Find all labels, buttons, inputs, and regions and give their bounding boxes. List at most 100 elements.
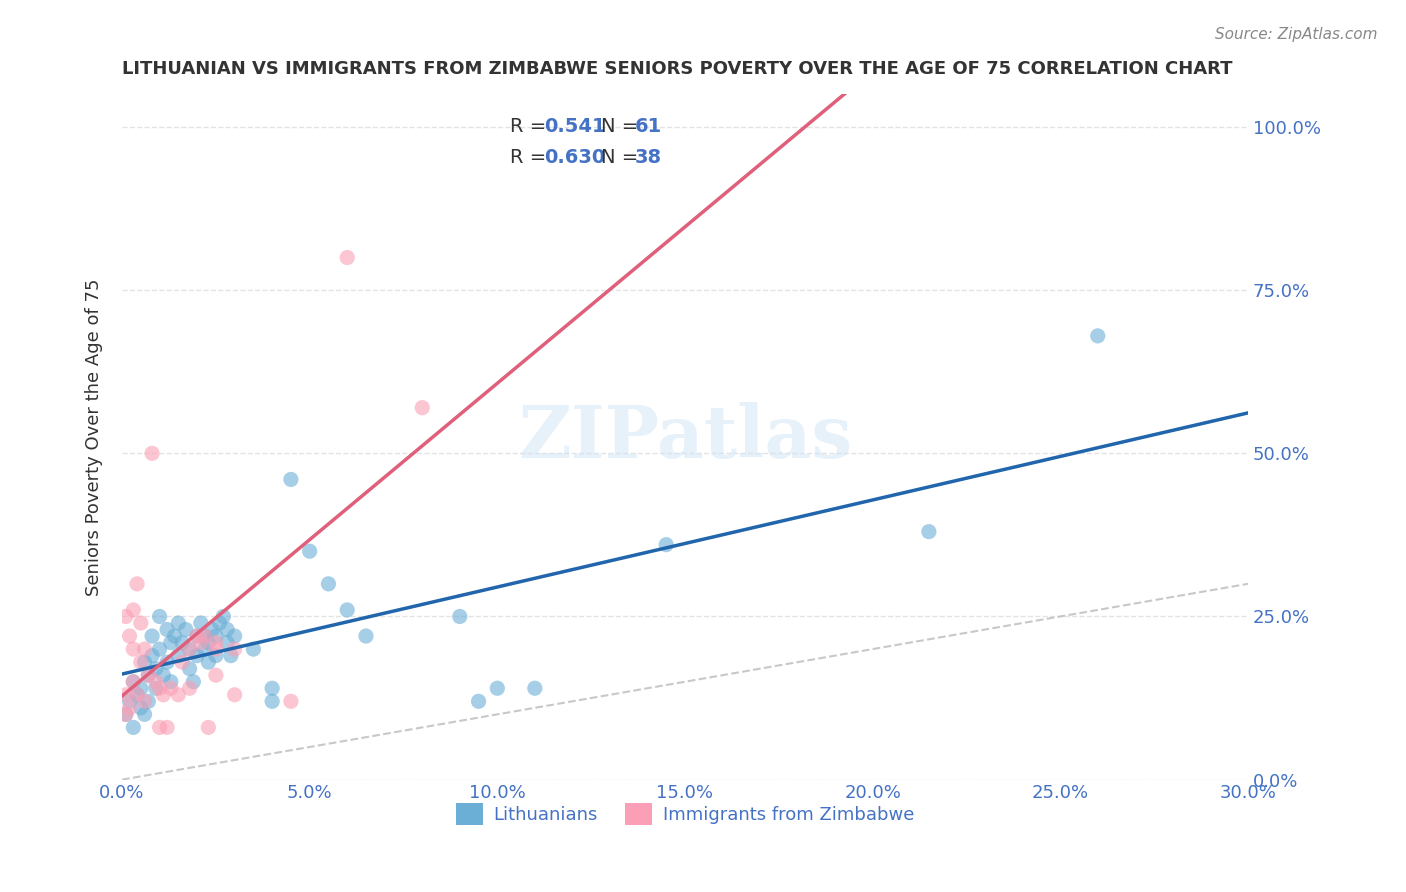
Lithuanians xyxy=(280,472,302,486)
Immigrants from Zimbabwe xyxy=(224,642,246,657)
Lithuanians xyxy=(114,707,136,722)
Lithuanians xyxy=(242,642,264,657)
Immigrants from Zimbabwe xyxy=(134,642,156,657)
Immigrants from Zimbabwe xyxy=(152,688,174,702)
Lithuanians xyxy=(160,674,183,689)
Lithuanians xyxy=(190,615,212,630)
Immigrants from Zimbabwe xyxy=(122,603,145,617)
Lithuanians xyxy=(163,629,186,643)
Lithuanians xyxy=(179,642,201,657)
Immigrants from Zimbabwe xyxy=(118,629,141,643)
Lithuanians xyxy=(136,694,159,708)
Lithuanians xyxy=(212,609,235,624)
Lithuanians xyxy=(129,701,152,715)
Lithuanians xyxy=(217,635,239,649)
Immigrants from Zimbabwe xyxy=(224,688,246,702)
Immigrants from Zimbabwe xyxy=(114,609,136,624)
Immigrants from Zimbabwe xyxy=(160,681,183,696)
Lithuanians xyxy=(486,681,509,696)
Immigrants from Zimbabwe xyxy=(179,681,201,696)
Immigrants from Zimbabwe xyxy=(136,668,159,682)
Lithuanians xyxy=(172,635,194,649)
Lithuanians xyxy=(1087,329,1109,343)
Lithuanians xyxy=(219,648,242,663)
Text: R =: R = xyxy=(510,148,553,167)
Immigrants from Zimbabwe xyxy=(129,655,152,669)
Text: LITHUANIAN VS IMMIGRANTS FROM ZIMBABWE SENIORS POVERTY OVER THE AGE OF 75 CORREL: LITHUANIAN VS IMMIGRANTS FROM ZIMBABWE S… xyxy=(122,60,1233,78)
Y-axis label: Seniors Poverty Over the Age of 75: Seniors Poverty Over the Age of 75 xyxy=(86,278,103,596)
Immigrants from Zimbabwe xyxy=(190,635,212,649)
Immigrants from Zimbabwe xyxy=(411,401,433,415)
Immigrants from Zimbabwe xyxy=(194,629,217,643)
Lithuanians xyxy=(208,615,231,630)
Immigrants from Zimbabwe xyxy=(167,688,190,702)
Immigrants from Zimbabwe xyxy=(205,668,228,682)
Immigrants from Zimbabwe xyxy=(129,615,152,630)
Lithuanians xyxy=(167,615,190,630)
Text: ZIPatlas: ZIPatlas xyxy=(517,401,852,473)
Lithuanians xyxy=(523,681,546,696)
Immigrants from Zimbabwe xyxy=(125,577,148,591)
Lithuanians xyxy=(156,623,179,637)
Text: 38: 38 xyxy=(634,148,661,167)
Lithuanians xyxy=(148,609,170,624)
Lithuanians xyxy=(354,629,377,643)
Lithuanians xyxy=(194,642,217,657)
Lithuanians xyxy=(141,648,163,663)
Lithuanians xyxy=(122,674,145,689)
Immigrants from Zimbabwe xyxy=(114,707,136,722)
Lithuanians xyxy=(449,609,471,624)
Text: N =: N = xyxy=(600,148,644,167)
Immigrants from Zimbabwe xyxy=(141,446,163,460)
Lithuanians xyxy=(145,681,167,696)
Lithuanians xyxy=(217,623,239,637)
Text: R =: R = xyxy=(510,117,553,136)
Lithuanians xyxy=(125,688,148,702)
Lithuanians xyxy=(136,668,159,682)
Lithuanians xyxy=(318,577,340,591)
Lithuanians xyxy=(122,720,145,734)
Lithuanians xyxy=(156,655,179,669)
Lithuanians xyxy=(129,681,152,696)
Immigrants from Zimbabwe xyxy=(148,681,170,696)
Immigrants from Zimbabwe xyxy=(280,694,302,708)
Text: 61: 61 xyxy=(634,117,662,136)
Lithuanians xyxy=(205,629,228,643)
Lithuanians xyxy=(201,623,224,637)
Immigrants from Zimbabwe xyxy=(148,720,170,734)
Lithuanians xyxy=(655,538,678,552)
Lithuanians xyxy=(148,642,170,657)
Lithuanians xyxy=(134,655,156,669)
Lithuanians xyxy=(145,662,167,676)
Lithuanians xyxy=(197,655,219,669)
Immigrants from Zimbabwe xyxy=(205,642,228,657)
Lithuanians xyxy=(134,707,156,722)
Lithuanians xyxy=(160,635,183,649)
Text: Source: ZipAtlas.com: Source: ZipAtlas.com xyxy=(1215,27,1378,42)
Lithuanians xyxy=(262,681,284,696)
Lithuanians xyxy=(197,635,219,649)
Lithuanians xyxy=(336,603,359,617)
Text: N =: N = xyxy=(600,117,644,136)
Lithuanians xyxy=(467,694,489,708)
Lithuanians xyxy=(194,629,217,643)
Lithuanians xyxy=(118,694,141,708)
Immigrants from Zimbabwe xyxy=(179,642,201,657)
Lithuanians xyxy=(262,694,284,708)
Immigrants from Zimbabwe xyxy=(156,720,179,734)
Immigrants from Zimbabwe xyxy=(186,629,208,643)
Immigrants from Zimbabwe xyxy=(145,674,167,689)
Immigrants from Zimbabwe xyxy=(336,251,359,265)
Lithuanians xyxy=(183,674,205,689)
Immigrants from Zimbabwe xyxy=(172,655,194,669)
Immigrants from Zimbabwe xyxy=(122,642,145,657)
Text: 0.630: 0.630 xyxy=(544,148,606,167)
Lithuanians xyxy=(205,648,228,663)
Immigrants from Zimbabwe xyxy=(197,720,219,734)
Immigrants from Zimbabwe xyxy=(122,674,145,689)
Lithuanians xyxy=(174,623,197,637)
Lithuanians xyxy=(918,524,941,539)
Immigrants from Zimbabwe xyxy=(118,701,141,715)
Lithuanians xyxy=(186,629,208,643)
Legend: Lithuanians, Immigrants from Zimbabwe: Lithuanians, Immigrants from Zimbabwe xyxy=(449,796,921,832)
